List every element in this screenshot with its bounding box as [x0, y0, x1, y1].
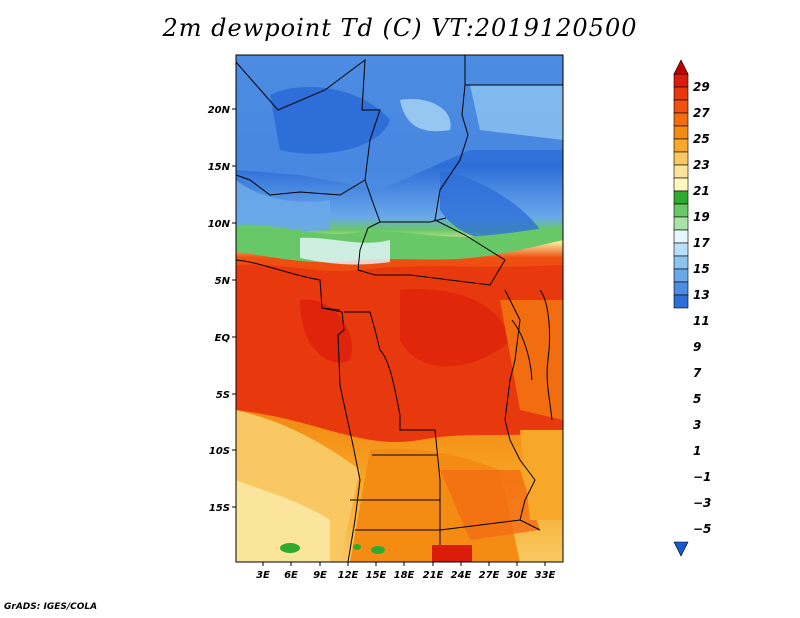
colorbar-cell	[673, 229, 689, 244]
colorbar-label: 7	[693, 366, 702, 380]
dewpoint-field	[236, 55, 563, 562]
colorbar-label: −1	[693, 470, 711, 484]
lat-label: 10N	[208, 219, 231, 230]
colorbar-cell	[673, 73, 689, 88]
colorbar-cell	[673, 99, 689, 114]
colorbar-cell	[673, 216, 689, 231]
lat-label: EQ	[215, 333, 231, 344]
lon-label: 9E	[313, 570, 327, 581]
country-borders	[236, 55, 563, 562]
chart-title: 2m dewpoint Td (C) VT:2019120500	[162, 14, 638, 42]
lat-label: 5S	[216, 390, 230, 401]
colorbar-label: 17	[693, 236, 710, 250]
colorbar-label: 1	[693, 444, 701, 458]
lon-label: 24E	[451, 570, 472, 581]
colorbar-label: 25	[693, 132, 710, 146]
lat-label: 15N	[208, 162, 231, 173]
map-frame	[235, 54, 564, 563]
colorbar-cell	[673, 281, 689, 296]
colorbar-label: 9	[693, 340, 701, 354]
colorbar-cell	[673, 294, 689, 309]
colorbar-cell	[673, 190, 689, 205]
lat-label: 15S	[209, 503, 230, 514]
colorbar-cell	[673, 164, 689, 179]
colorbar: 29 27 25 23 21 19 17 15 13 11 9 7 5 3 1 …	[673, 59, 711, 557]
colorbar-cell	[673, 112, 689, 127]
colorbar-cell	[673, 203, 689, 218]
colorbar-label: −5	[693, 522, 711, 536]
colorbar-label: 19	[693, 210, 710, 224]
colorbar-label: 5	[693, 392, 701, 406]
colorbar-cell	[673, 138, 689, 153]
lon-label: 27E	[479, 570, 500, 581]
lon-label: 6E	[284, 570, 298, 581]
colorbar-cell	[673, 151, 689, 166]
longitude-axis	[262, 562, 546, 566]
lon-label: 30E	[507, 570, 528, 581]
lon-label: 33E	[535, 570, 556, 581]
colorbar-label: 13	[693, 288, 710, 302]
lat-label: 10S	[209, 446, 230, 457]
colorbar-bottom-arrow	[673, 541, 689, 557]
lon-label: 21E	[423, 570, 444, 581]
lon-label: 15E	[366, 570, 387, 581]
colorbar-cell	[673, 268, 689, 283]
colorbar-top-arrow	[673, 59, 689, 75]
lon-label: 18E	[394, 570, 415, 581]
colorbar-label: 3	[693, 418, 701, 432]
colorbar-label: 11	[693, 314, 710, 328]
lon-label: 12E	[338, 570, 359, 581]
colorbar-label: −3	[693, 496, 711, 510]
colorbar-cell	[673, 177, 689, 192]
latitude-axis	[232, 108, 236, 508]
colorbar-label: 21	[693, 184, 710, 198]
credit-text: GrADS: IGES/COLA	[4, 602, 98, 612]
colorbar-label: 15	[693, 262, 710, 276]
colorbar-label: 29	[693, 80, 710, 94]
colorbar-cell	[673, 242, 689, 257]
colorbar-cell	[673, 125, 689, 140]
lat-label: 20N	[208, 105, 231, 116]
colorbar-label: 23	[693, 158, 710, 172]
colorbar-cell	[673, 86, 689, 101]
colorbar-cells	[673, 73, 689, 309]
lat-label: 5N	[215, 276, 231, 287]
lon-label: 3E	[256, 570, 270, 581]
colorbar-label: 27	[693, 106, 710, 120]
colorbar-cell	[673, 255, 689, 270]
